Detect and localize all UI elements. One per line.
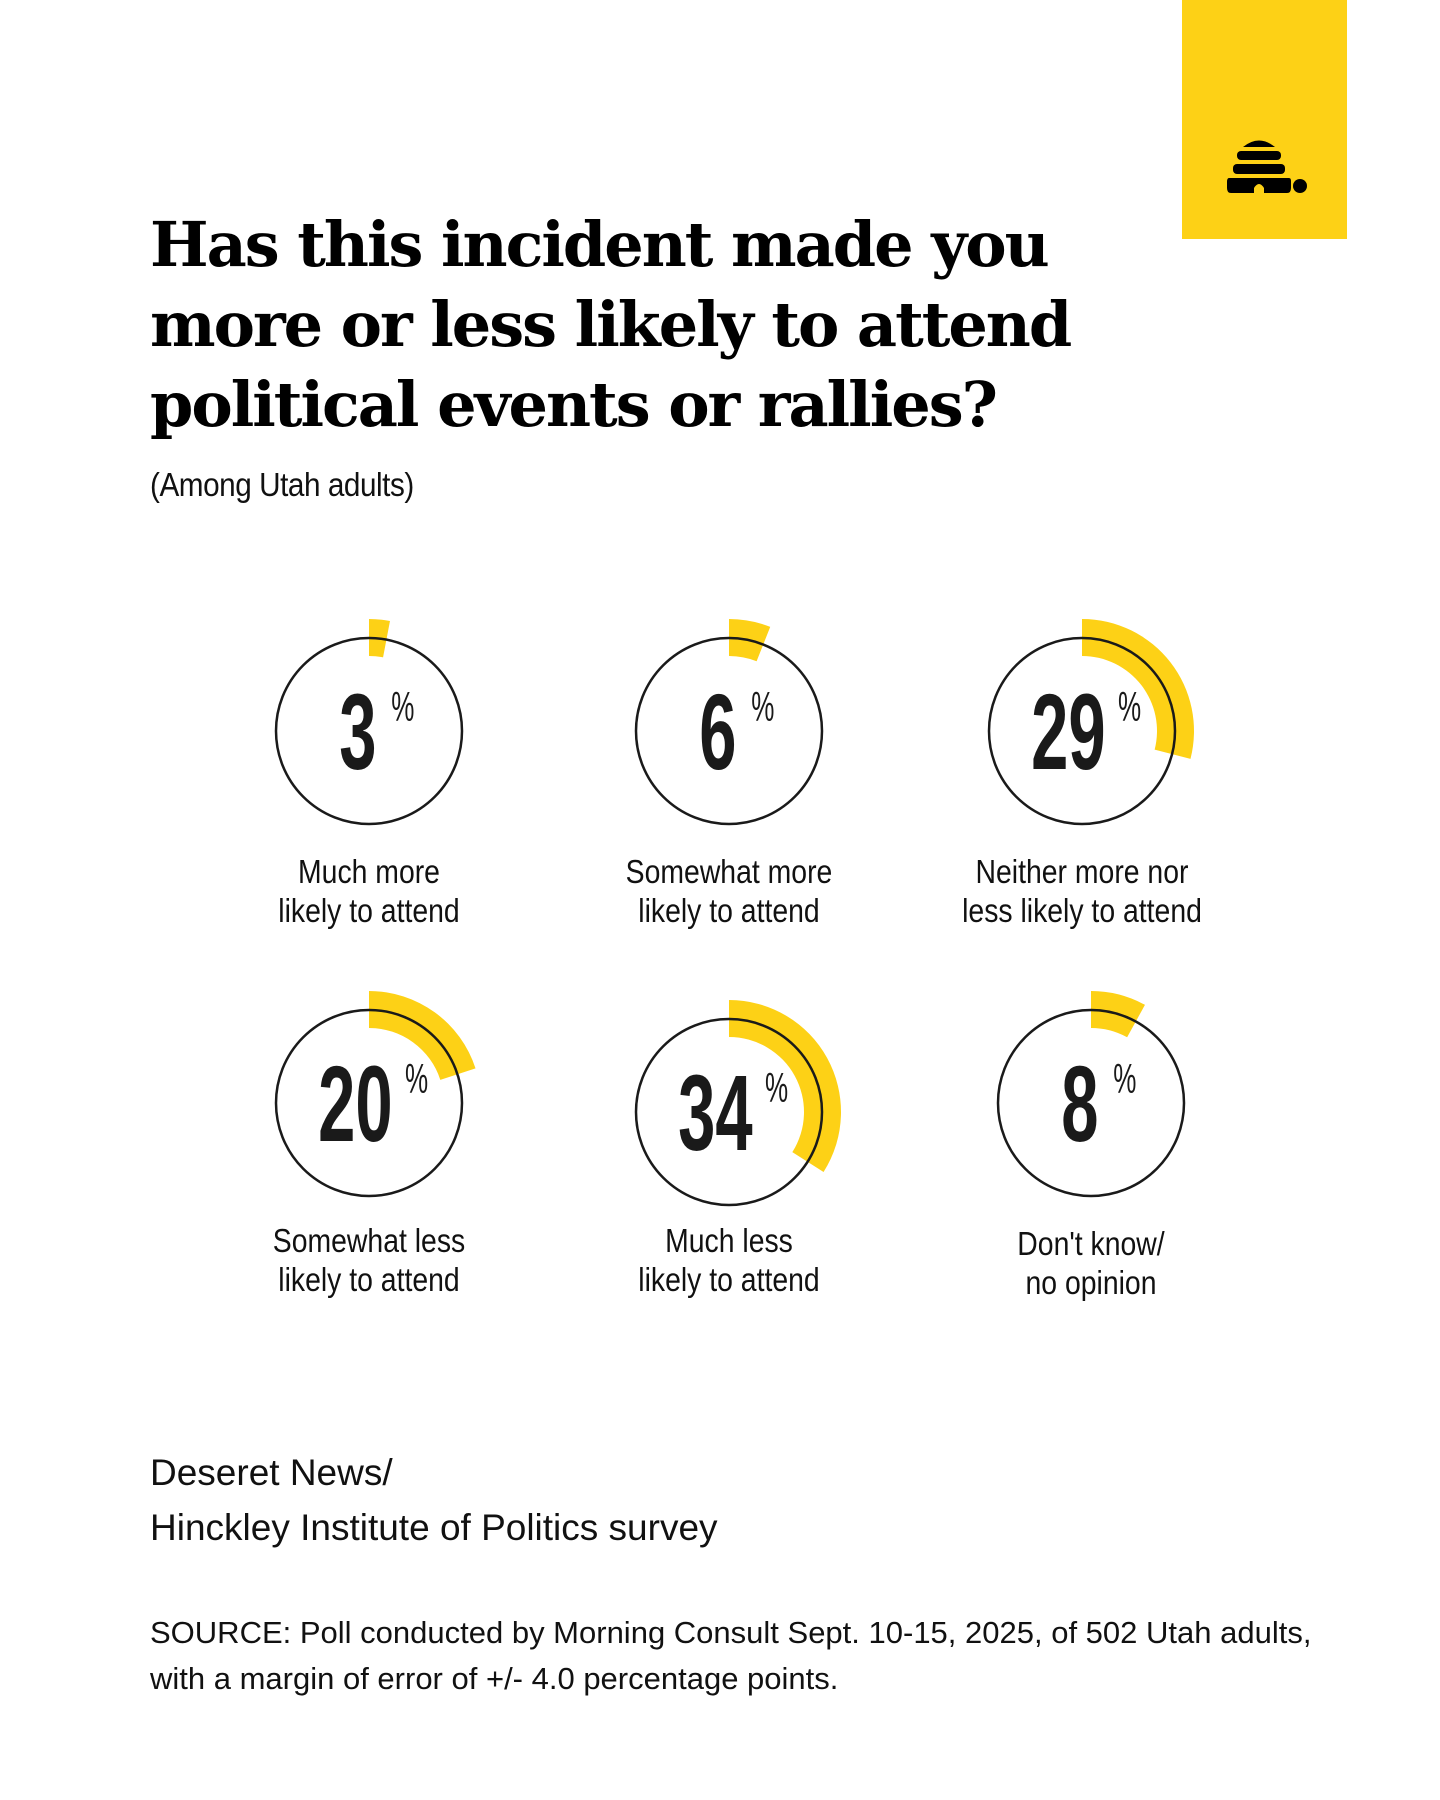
beehive-icon — [1227, 140, 1307, 193]
category-label: Neither more nor less likely to attend — [944, 852, 1219, 930]
credit-line: Hinckley Institute of Politics survey — [150, 1507, 718, 1548]
percent-sign: % — [391, 684, 414, 731]
category-label-line: likely to attend — [638, 892, 820, 929]
chart-subtitle: (Among Utah adults) — [150, 466, 414, 503]
value-label: 8% — [1061, 1045, 1136, 1165]
value-number: 6 — [699, 673, 736, 793]
value-number: 34 — [678, 1054, 752, 1174]
category-label-line: Somewhat less — [272, 1222, 466, 1259]
donut-chart-grid: 3% 6% 29 %20% 34% 8% — [274, 619, 1194, 1207]
category-label-line: Neither more nor — [975, 853, 1189, 890]
credit-line: Deseret News/ — [150, 1452, 393, 1493]
value-label: 29% — [1031, 673, 1141, 793]
category-label-line: Don't know/ — [1017, 1225, 1165, 1262]
credit: Deseret News/ Hinckley Institute of Poli… — [150, 1445, 718, 1555]
value-label: 34% — [678, 1054, 788, 1174]
ring-outline — [634, 1017, 824, 1207]
value-number: 29 — [1031, 673, 1105, 793]
percent-sign: % — [405, 1056, 428, 1103]
value-label: 3% — [339, 673, 414, 793]
category-label: Much less likely to attend — [591, 1221, 866, 1299]
ring-outline — [996, 1008, 1186, 1198]
ring-outline — [274, 1008, 464, 1198]
value-number: 3 — [339, 673, 376, 793]
category-label-line: likely to attend — [278, 892, 460, 929]
value-number: 20 — [318, 1045, 392, 1165]
source-note: SOURCE: Poll conducted by Morning Consul… — [150, 1615, 1312, 1696]
category-label: Somewhat more likely to attend — [591, 852, 866, 930]
value-number: 8 — [1061, 1045, 1098, 1165]
category-label-line: likely to attend — [638, 1261, 820, 1298]
category-label: Much more likely to attend — [231, 852, 506, 930]
percent-sign: % — [1118, 684, 1141, 731]
category-label-line: Somewhat more — [625, 853, 833, 890]
value-arc — [1082, 619, 1194, 759]
category-label-line: Much less — [665, 1222, 793, 1259]
category-label-line: less likely to attend — [962, 892, 1202, 929]
ring-outline — [634, 636, 824, 826]
chart-title: Has this incident made you more or less … — [150, 208, 1072, 441]
category-label-line: likely to attend — [278, 1261, 460, 1298]
category-label: Somewhat less likely to attend — [231, 1221, 506, 1299]
logo-box — [1182, 0, 1347, 239]
percent-sign: % — [751, 684, 774, 731]
ring-outline — [274, 636, 464, 826]
value-label: 6% — [699, 673, 774, 793]
value-arc — [729, 1000, 841, 1173]
ring-outline — [987, 636, 1177, 826]
category-label-line: Much more — [298, 853, 440, 890]
percent-sign: % — [765, 1065, 788, 1112]
category-label-line: no opinion — [1025, 1264, 1157, 1301]
value-label: 20% — [318, 1045, 428, 1165]
percent-sign: % — [1113, 1056, 1136, 1103]
category-label: Don't know/no opinion — [953, 1224, 1228, 1302]
